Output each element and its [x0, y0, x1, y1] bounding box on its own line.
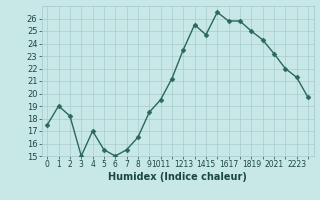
X-axis label: Humidex (Indice chaleur): Humidex (Indice chaleur): [108, 172, 247, 182]
